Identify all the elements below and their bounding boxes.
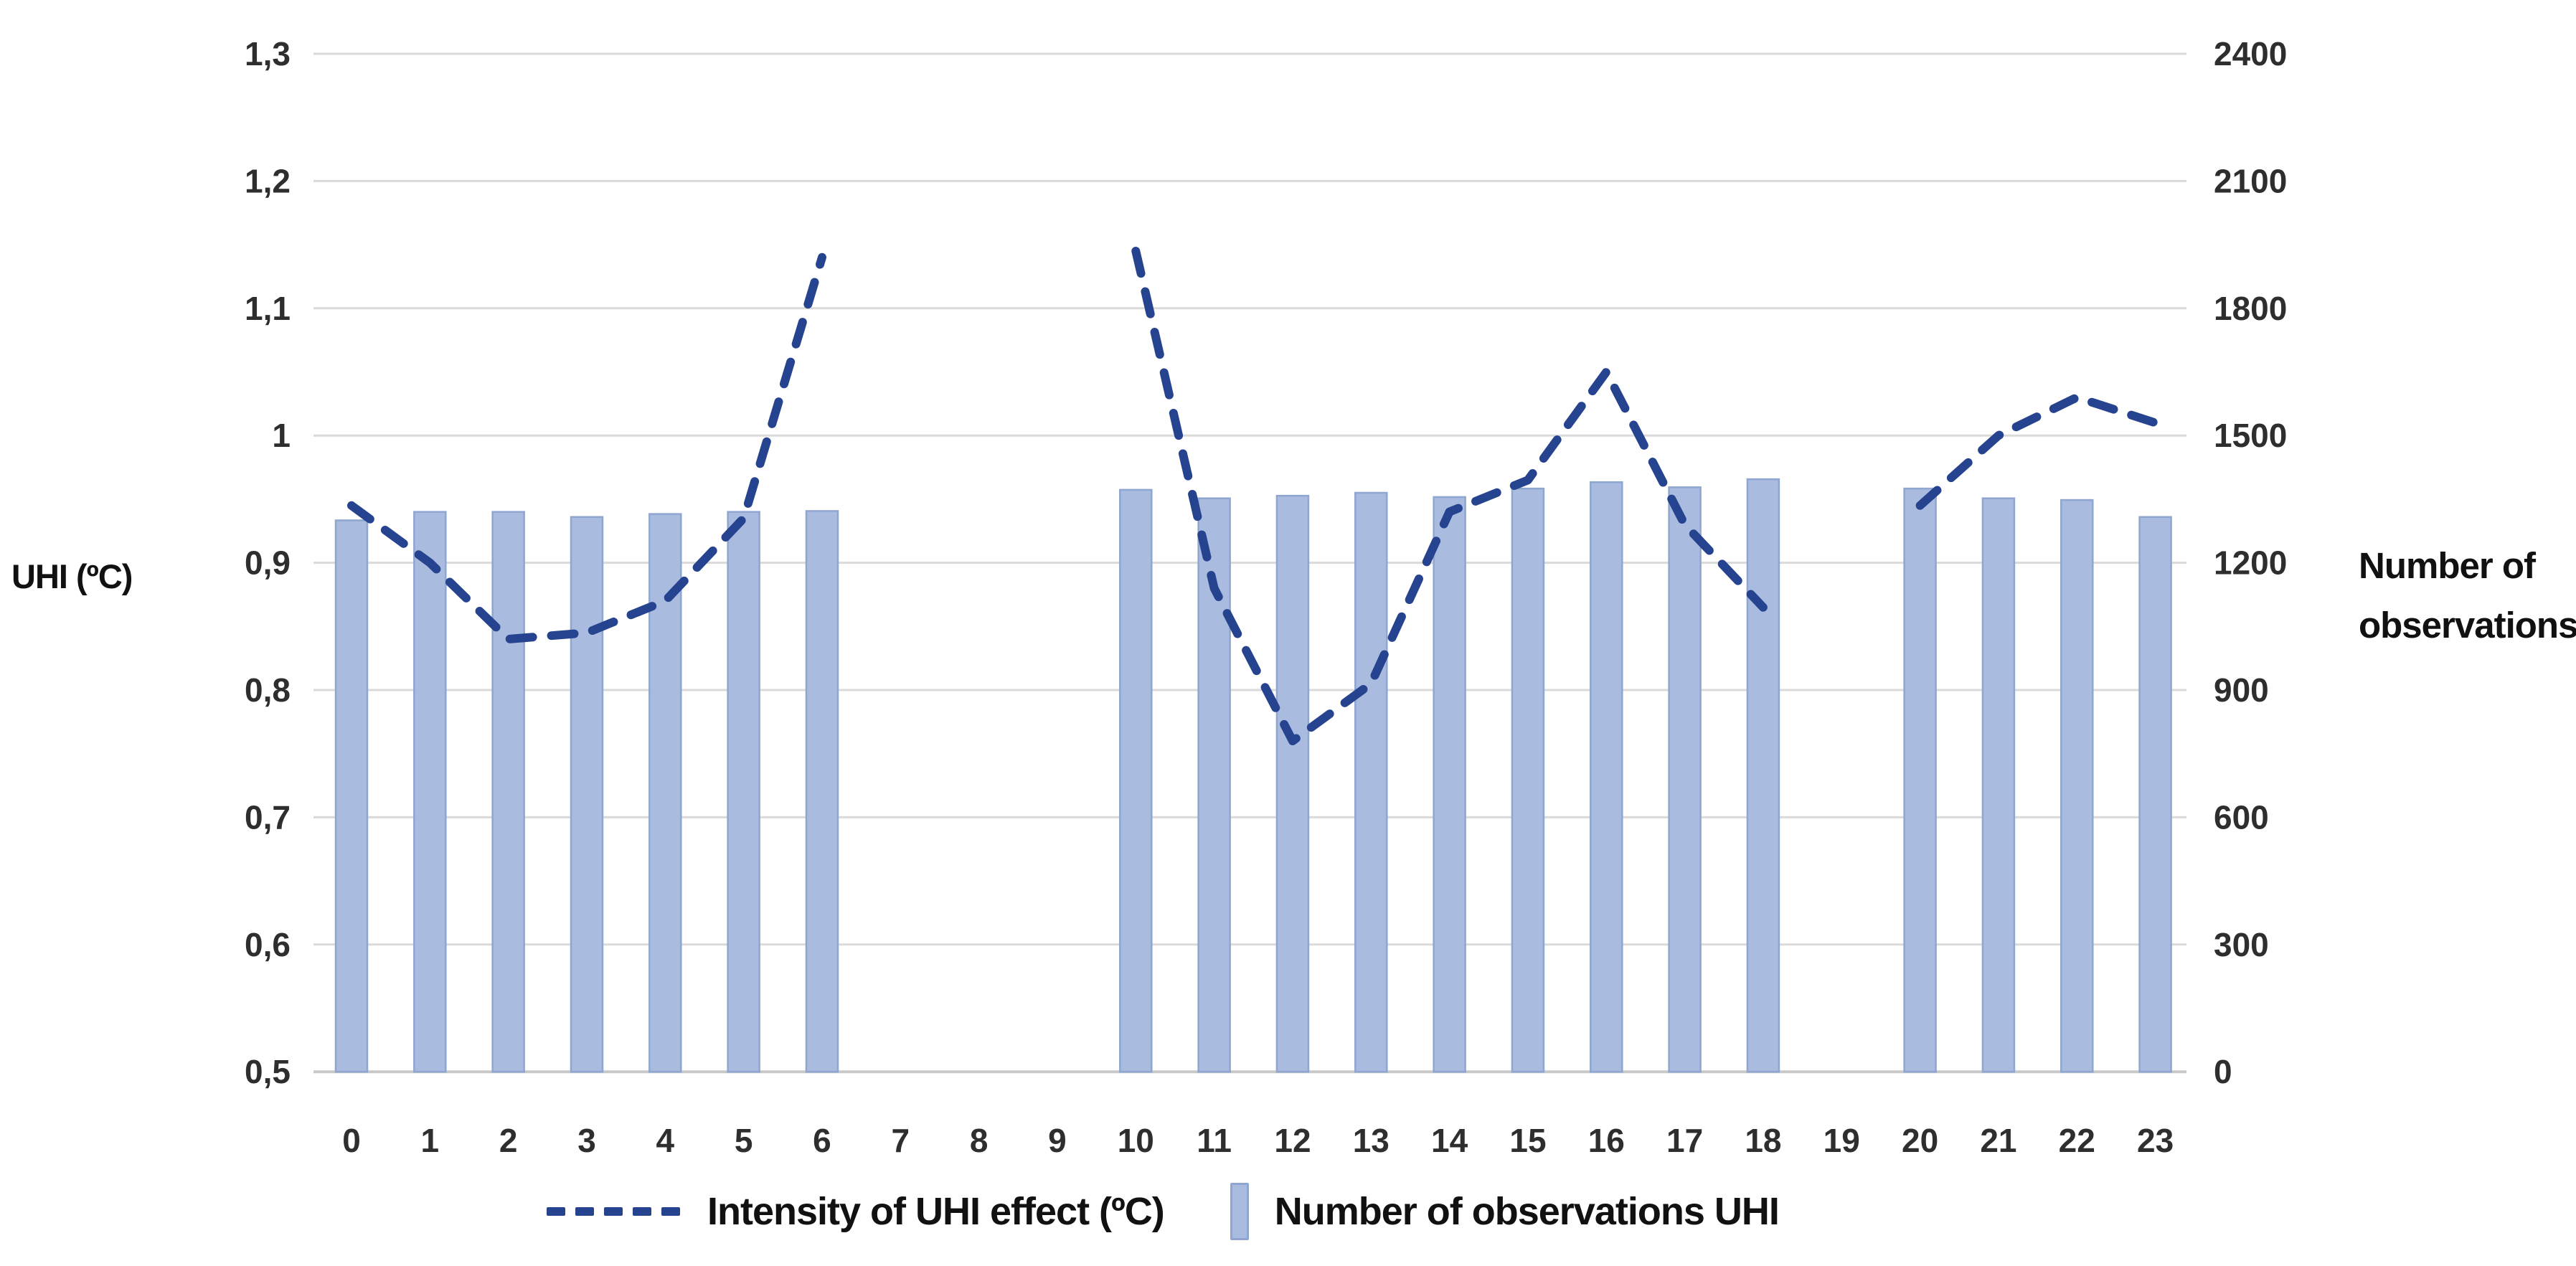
svg-text:1800: 1800 [2214, 290, 2287, 327]
svg-text:900: 900 [2214, 671, 2269, 709]
chart-legend: Intensity of UHI effect (ºC) Number of o… [547, 1168, 2153, 1255]
legend-label-intensity: Intensity of UHI effect (ºC) [707, 1190, 1165, 1233]
y-axis-left-tick-labels: 1,3 1,2 1,1 1 0,9 0,8 0,7 0,6 0,5 [245, 35, 291, 1090]
svg-text:4: 4 [656, 1122, 675, 1159]
svg-text:9: 9 [1048, 1122, 1067, 1159]
svg-text:15: 15 [1509, 1122, 1546, 1159]
svg-text:23: 23 [2137, 1122, 2174, 1159]
svg-text:22: 22 [2059, 1122, 2095, 1159]
svg-text:0,9: 0,9 [245, 544, 291, 582]
svg-text:0,8: 0,8 [245, 671, 291, 709]
svg-text:1,3: 1,3 [245, 35, 291, 72]
svg-text:1500: 1500 [2214, 417, 2287, 454]
svg-text:0,5: 0,5 [245, 1053, 291, 1090]
svg-text:19: 19 [1824, 1122, 1860, 1159]
svg-text:0,7: 0,7 [245, 798, 291, 836]
legend-label-observations: Number of observations UHI [1274, 1190, 1780, 1233]
svg-text:300: 300 [2214, 926, 2269, 963]
svg-text:17: 17 [1666, 1122, 1703, 1159]
svg-text:14: 14 [1431, 1122, 1468, 1159]
svg-text:1: 1 [421, 1122, 440, 1159]
x-axis-hour-labels: 0 1 2 3 4 5 6 7 8 9 10 11 12 13 14 15 16 17 18 19 20 21 22 23 [342, 1122, 2174, 1159]
y-axis-right-tick-labels: 2400 2100 1800 1500 1200 900 600 300 0 [2214, 35, 2287, 1090]
svg-text:0: 0 [2214, 1053, 2232, 1090]
svg-text:1,1: 1,1 [245, 290, 291, 327]
svg-text:13: 13 [1353, 1122, 1390, 1159]
svg-text:7: 7 [892, 1122, 910, 1159]
svg-text:20: 20 [1902, 1122, 1938, 1159]
svg-text:18: 18 [1745, 1122, 1781, 1159]
observations-bars-group [334, 478, 2172, 1073]
svg-text:0,6: 0,6 [245, 926, 291, 963]
svg-text:21: 21 [1980, 1122, 2016, 1159]
svg-text:8: 8 [970, 1122, 989, 1159]
right-axis-title: Number of observations [2359, 545, 2576, 646]
svg-text:11: 11 [1197, 1122, 1232, 1159]
legend-dashed-line-swatch [547, 1207, 690, 1216]
svg-text:2400: 2400 [2214, 35, 2287, 72]
svg-text:5: 5 [735, 1122, 753, 1159]
svg-text:2: 2 [499, 1122, 518, 1159]
svg-text:10: 10 [1118, 1122, 1154, 1159]
svg-text:1: 1 [272, 417, 291, 454]
svg-text:1200: 1200 [2214, 544, 2287, 582]
uhi-intensity-dashed-line [347, 247, 2160, 745]
svg-text:6: 6 [813, 1122, 831, 1159]
legend-bar-swatch [1230, 1183, 1249, 1240]
left-axis-title: UHI (ºC) [11, 557, 133, 595]
gridlines-group [313, 52, 2186, 1074]
svg-text:2100: 2100 [2214, 162, 2287, 199]
svg-text:12: 12 [1274, 1122, 1311, 1159]
svg-text:1,2: 1,2 [245, 162, 291, 199]
svg-text:600: 600 [2214, 798, 2269, 836]
svg-text:16: 16 [1588, 1122, 1625, 1159]
svg-text:0: 0 [342, 1122, 361, 1159]
svg-text:3: 3 [577, 1122, 596, 1159]
